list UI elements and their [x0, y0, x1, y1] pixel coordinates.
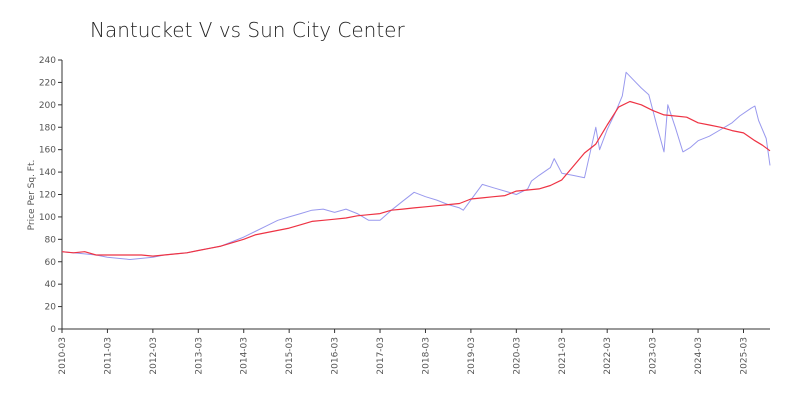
x-tick-label: 2023-03: [649, 337, 659, 375]
y-tick-label: 240: [39, 56, 56, 66]
x-tick-label: 2011-03: [103, 337, 113, 375]
y-tick-label: 60: [45, 258, 57, 268]
x-tick-label: 2014-03: [240, 337, 250, 375]
y-tick-label: 200: [39, 101, 56, 111]
y-tick-label: 80: [45, 235, 57, 245]
x-tick-label: 2016-03: [331, 337, 341, 375]
y-tick-label: 220: [39, 78, 56, 88]
y-tick-label: 100: [39, 213, 56, 223]
y-tick-label: 180: [39, 123, 56, 133]
series-line-0: [61, 71, 771, 260]
y-tick-label: 140: [39, 168, 56, 178]
y-tick-label: 40: [45, 280, 57, 290]
chart-title: Nantucket V vs Sun City Center: [90, 18, 405, 42]
y-tick-label: 20: [45, 303, 57, 313]
series-layer: [61, 71, 771, 260]
x-tick-label: 2010-03: [58, 337, 68, 375]
x-tick-label: 2020-03: [512, 337, 522, 375]
x-tick-label: 2017-03: [376, 337, 386, 375]
y-tick-label: 0: [50, 325, 56, 335]
y-axis-label: Price Per Sq. Ft.: [27, 160, 37, 231]
x-tick-label: 2015-03: [285, 337, 295, 375]
x-tick-label: 2019-03: [467, 337, 477, 375]
x-tick-label: 2018-03: [421, 337, 431, 375]
axes: 0 20 40 60 80 100 120 140 160 180 200 220 240 2010-03…: [39, 56, 770, 375]
x-tick-label: 2012-03: [149, 337, 159, 375]
x-tick-label: 2022-03: [603, 337, 613, 375]
y-tick-label: 120: [39, 191, 56, 201]
series-line-1: [61, 100, 771, 257]
x-tick-label: 2021-03: [558, 337, 568, 375]
x-tick-label: 2013-03: [194, 337, 204, 375]
y-tick-label: 160: [39, 146, 56, 156]
x-tick-label: 2024-03: [694, 337, 704, 375]
x-tick-label: 2025-03: [739, 337, 749, 375]
